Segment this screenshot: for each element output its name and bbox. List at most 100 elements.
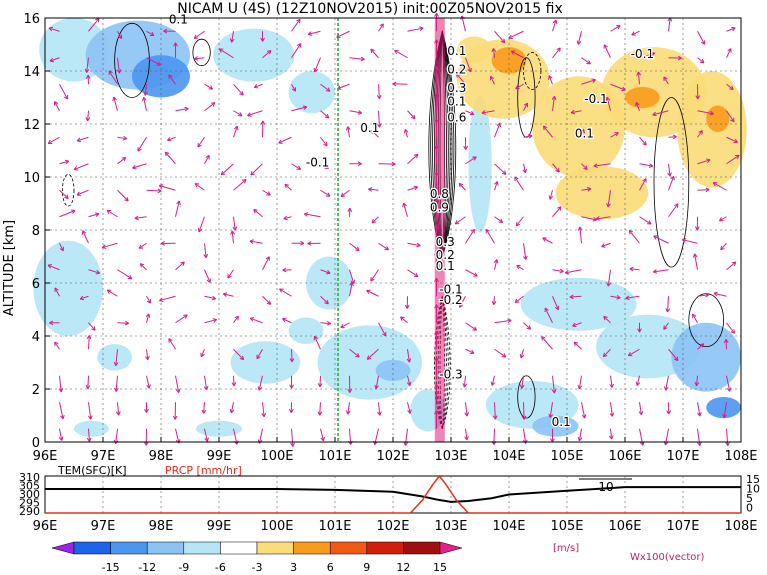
main-axis-ticks: 96E 97E 98E 99E 100E 101E 102E 103E 104E 105E 106E… <box>23 12 757 464</box>
wind-vector-head <box>164 151 170 157</box>
wind-vector <box>349 269 355 284</box>
wind-vector-head <box>86 335 92 340</box>
wind-vector <box>88 428 90 442</box>
wind-vector <box>494 348 507 358</box>
wind-vector <box>407 269 419 278</box>
wind-vector <box>59 160 69 165</box>
wind-vector-head <box>700 40 706 45</box>
wind-vector-head <box>290 442 295 447</box>
wind-vector-head <box>163 28 168 34</box>
wind-vector-head <box>113 361 119 367</box>
wind-vector-head <box>205 154 210 160</box>
wind-vector <box>79 295 89 300</box>
wind-vector-head <box>70 209 76 214</box>
wind-vector <box>459 296 466 308</box>
wind-vector <box>378 322 387 337</box>
wind-vector-head <box>282 267 287 273</box>
wind-vector-head <box>419 26 424 32</box>
wind-vector-head <box>278 139 283 144</box>
wind-vector-head <box>370 48 375 54</box>
wind-vector-head <box>677 55 682 61</box>
wind-vector <box>204 375 208 390</box>
wind-vector <box>115 375 118 392</box>
wind-vector-head <box>492 415 498 420</box>
wind-vector <box>378 402 381 416</box>
wind-vector-head <box>366 355 372 360</box>
wind-vector-head <box>81 230 87 235</box>
wind-vector-head <box>54 101 59 106</box>
wind-vector-head <box>256 354 261 360</box>
wind-vector <box>146 189 162 192</box>
wind-vector-head <box>472 326 477 331</box>
wind-vector-head <box>542 125 548 131</box>
wind-vector <box>262 256 270 270</box>
colorbar-cell <box>110 541 148 555</box>
wind-vector <box>577 31 582 45</box>
wind-vector <box>610 402 613 417</box>
surface-left-tick: 295 <box>19 497 40 510</box>
wind-vector-head <box>200 352 205 358</box>
wind-vector-head <box>234 315 239 321</box>
wind-vector <box>552 375 555 394</box>
wind-vector-head <box>722 414 727 419</box>
surface-left-tick: 290 <box>19 505 40 518</box>
wind-vector <box>319 402 321 416</box>
wind-vector-head <box>523 102 529 108</box>
wind-vector-head <box>481 110 486 115</box>
wind-vector-head <box>581 414 587 419</box>
wind-vector <box>233 315 239 324</box>
wind-vector-head <box>720 245 725 251</box>
wind-vector <box>233 348 245 361</box>
wind-vector <box>262 50 272 59</box>
wind-vector <box>117 157 127 165</box>
wind-vector <box>88 322 96 331</box>
wind-vector-head <box>250 171 255 176</box>
wind-vector-head <box>606 203 611 208</box>
surface-x-tick-label: 97E <box>91 519 116 534</box>
grid-lines <box>45 18 741 442</box>
wind-vector <box>465 402 468 417</box>
wind-vector <box>610 295 621 299</box>
wind-vector-head <box>84 68 90 73</box>
wind-vector-head <box>324 113 330 119</box>
wind-vector <box>138 242 147 249</box>
wind-vector-head <box>208 85 214 90</box>
wind-vector-head <box>230 230 235 235</box>
wind-vector-head <box>384 246 390 251</box>
wind-vector <box>175 314 188 324</box>
wind-vector-head <box>204 437 209 442</box>
contour-line <box>653 97 690 268</box>
colorbar-tick-label: 9 <box>363 561 370 574</box>
wind-vector <box>233 83 244 96</box>
wind-vector-head <box>576 40 582 45</box>
colorbar-tick-label: 3 <box>290 561 297 574</box>
wind-vector <box>146 30 155 36</box>
wind-vector <box>256 348 263 360</box>
wind-vector <box>407 402 411 414</box>
wind-vector <box>602 348 611 358</box>
wind-vector <box>682 239 698 244</box>
wind-vector <box>637 71 640 85</box>
wind-vector-head <box>595 216 601 221</box>
wind-vector <box>542 237 553 244</box>
wind-vector-head <box>406 381 412 386</box>
wind-vector-head <box>260 120 266 125</box>
wind-vector-head <box>350 279 356 284</box>
wind-shade-blob <box>213 28 295 82</box>
wind-vector-head <box>173 42 178 47</box>
wind-vector <box>231 230 234 244</box>
wind-vector-head <box>160 241 165 246</box>
wind-vector-head <box>283 215 288 221</box>
wind-vector-head <box>705 187 710 193</box>
wind-vector-head <box>345 126 351 131</box>
wind-vector-head <box>377 411 382 416</box>
colorbar: -15 -12 -9 -6 -3 3 6 9 12 15 <box>51 541 463 574</box>
wind-vector <box>193 30 205 39</box>
wind-vector-head <box>376 94 382 99</box>
wind-vector-layer <box>47 13 740 447</box>
wind-vector <box>366 348 379 360</box>
wind-vector-head <box>212 318 218 323</box>
wind-vector <box>697 130 703 138</box>
wind-vector-head <box>698 130 703 135</box>
wind-vector-head <box>564 269 570 275</box>
